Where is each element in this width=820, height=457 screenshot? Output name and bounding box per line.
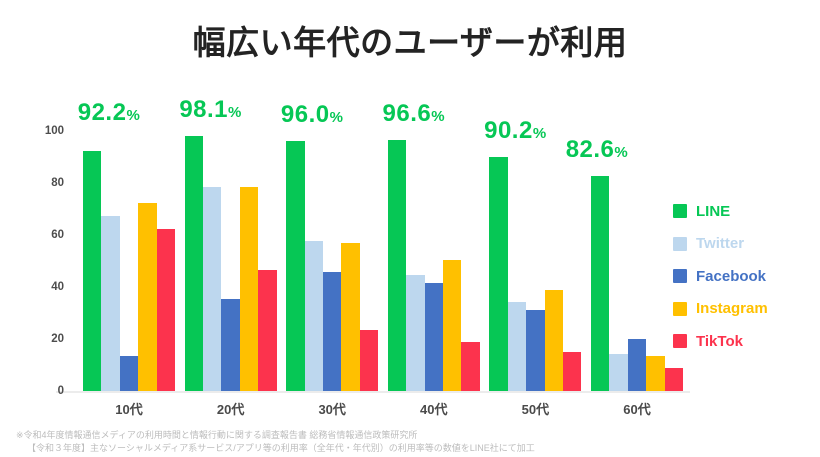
percent-value: 82.6	[565, 136, 615, 164]
x-axis-label-50代: 50代	[521, 402, 550, 417]
legend-label-line: LINE	[696, 202, 731, 220]
bar-group-50代: 90.2% 50代	[484, 117, 582, 417]
bar-facebook-10代	[119, 355, 139, 391]
legend-label-twitter: Twitter	[696, 235, 745, 253]
bar-group-20代: 98.1% 20代	[179, 96, 277, 417]
legend-item-instagram: Instagram	[673, 293, 768, 326]
line-color-swatch	[673, 204, 687, 219]
percent-value: 90.2	[484, 116, 533, 144]
percent-value: 96.6	[382, 99, 432, 127]
twitter-color-swatch	[673, 236, 687, 251]
instagram-color-swatch	[673, 301, 687, 316]
bar-instagram-50代	[544, 290, 563, 391]
bar-tiktok-10代	[156, 228, 176, 391]
bar-tiktok-60代	[664, 368, 683, 391]
x-axis-label-30代: 30代	[318, 402, 346, 417]
bar-line-30代	[286, 141, 305, 391]
facebook-color-swatch	[673, 269, 687, 284]
bar-chart-plot: 92.2% 10代 98.1% 20代 96.0% 30代 96.6% 40代 90.2% 50代…	[78, 96, 683, 417]
percent-value: 92.2	[77, 99, 127, 127]
y-axis-tick-60: 60	[51, 229, 64, 241]
bar-instagram-40代	[443, 260, 462, 391]
highlight-percent-label-60代: 82.6%	[549, 136, 645, 164]
bar-facebook-20代	[221, 299, 240, 391]
bar-group-30代: 96.0% 30代	[281, 101, 379, 417]
bar-twitter-10代	[101, 215, 120, 391]
y-axis-tick-40: 40	[51, 281, 64, 293]
bar-tiktok-40代	[461, 342, 480, 391]
bar-facebook-60代	[627, 339, 647, 391]
bar-instagram-30代	[341, 242, 360, 391]
legend-item-line: LINE	[673, 195, 768, 228]
bar-instagram-20代	[239, 186, 259, 391]
bar-instagram-10代	[138, 203, 157, 391]
bar-twitter-50代	[507, 301, 527, 391]
footnote-line-1: ※令和4年度情報通信メディアの利用時間と情報行動に関する調査報告書 総務省情報通…	[16, 430, 418, 440]
bar-tiktok-50代	[563, 351, 582, 391]
highlight-percent-label-40代: 96.6%	[366, 100, 462, 128]
bar-line-40代	[387, 139, 407, 391]
legend-item-tiktok: TikTok	[673, 325, 768, 358]
percent-sign: %	[431, 107, 446, 125]
bar-line-60代	[590, 176, 610, 391]
bar-tiktok-20代	[258, 270, 277, 391]
y-axis-tick-20: 20	[51, 333, 64, 345]
highlight-percent-label-10代: 92.2%	[61, 99, 157, 127]
bar-group-10代: 92.2% 10代	[78, 99, 176, 417]
percent-value: 98.1	[179, 95, 229, 123]
bar-group-60代: 82.6% 60代	[566, 131, 683, 417]
y-axis-tick-100: 100	[44, 125, 64, 137]
legend: LINE Twitter Facebook Instagram TikTok	[673, 195, 768, 358]
bar-tiktok-30代	[359, 329, 379, 391]
percent-sign: %	[228, 103, 242, 121]
legend-label-instagram: Instagram	[696, 300, 768, 318]
bar-line-50代	[489, 156, 508, 391]
bar-twitter-30代	[304, 240, 323, 391]
percent-value: 96.0	[280, 101, 330, 129]
legend-label-facebook: Facebook	[696, 267, 767, 285]
bar-twitter-20代	[203, 186, 222, 391]
highlight-percent-label-50代: 90.2%	[467, 117, 563, 145]
y-axis: 0 20 40 60 80 100	[16, 125, 64, 397]
bar-facebook-30代	[323, 272, 342, 391]
x-axis-label-20代: 20代	[216, 402, 245, 417]
x-axis-label-60代: 60代	[623, 402, 651, 417]
highlight-percent-label-20代: 98.1%	[163, 96, 259, 124]
legend-item-twitter: Twitter	[673, 228, 768, 261]
chart-title: 幅広い年代のユーザーが利用	[192, 24, 628, 61]
bar-twitter-60代	[609, 354, 628, 391]
percent-sign: %	[126, 107, 141, 125]
tiktok-color-swatch	[673, 334, 687, 349]
bar-twitter-40代	[406, 274, 425, 391]
bar-group-40代: 96.6% 40代	[383, 100, 480, 417]
x-axis-label-40代: 40代	[420, 402, 448, 417]
percent-sign: %	[329, 109, 344, 127]
bar-line-20代	[184, 135, 203, 391]
x-axis-label-10代: 10代	[115, 402, 143, 417]
legend-label-tiktok: TikTok	[696, 332, 743, 350]
footnotes: ※令和4年度情報通信メディアの利用時間と情報行動に関する調査報告書 総務省情報通…	[16, 429, 535, 455]
percent-sign: %	[532, 124, 547, 142]
bar-facebook-50代	[526, 310, 545, 391]
footnote-line-2: 【令和３年度】主なソーシャルメディア系サービス/アプリ等の利用率（全年代・年代別…	[27, 443, 535, 453]
bar-line-10代	[83, 151, 102, 391]
highlight-percent-label-30代: 96.0%	[264, 101, 360, 129]
bar-instagram-60代	[646, 356, 665, 391]
legend-item-facebook: Facebook	[673, 260, 768, 293]
x-axis-line	[56, 391, 690, 393]
bar-facebook-40代	[424, 283, 443, 391]
y-axis-tick-0: 0	[57, 385, 64, 397]
percent-sign: %	[614, 144, 629, 162]
y-axis-tick-80: 80	[51, 177, 64, 189]
